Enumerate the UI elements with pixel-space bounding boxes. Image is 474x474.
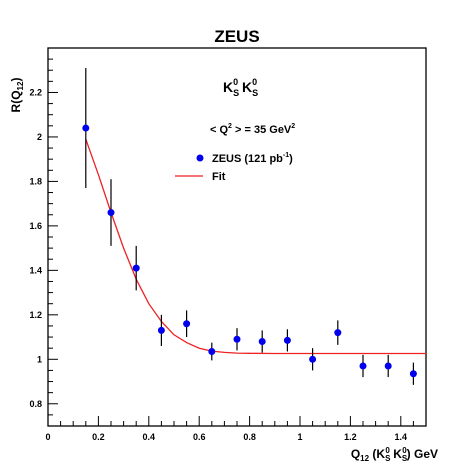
x-label-sub: 12 (360, 454, 369, 463)
plot-frame (47, 47, 427, 427)
y-tick-label: 1.2 (29, 310, 42, 320)
annotation-particles: KS0 KS0 (223, 77, 258, 98)
x-tick-label: 1 (297, 432, 302, 442)
x-label-mid: K (390, 447, 402, 461)
data-point (208, 348, 216, 356)
ann-q2-sup2: 2 (291, 123, 295, 130)
y-tick-label: 1 (37, 354, 42, 364)
annotation-q2: < Q2 > = 35 GeV2 (210, 123, 295, 136)
x-tick-label: 0.6 (193, 432, 206, 442)
ann-q2-pre: < Q (210, 124, 228, 136)
x-tick-label: 0.2 (92, 432, 105, 442)
x-axis-label: Q12 (KS0 KS0) GeV (351, 446, 438, 463)
y-tick-label: 0.8 (29, 399, 42, 409)
legend-label-zeus: ZEUS (121 pb-1) (212, 152, 293, 165)
data-point (132, 264, 140, 272)
x-label-q: Q (351, 447, 360, 461)
legend-marker-zeus (196, 154, 204, 162)
ann-s1: S (233, 88, 239, 98)
data-point (233, 335, 241, 343)
x-tick-label: 1.2 (344, 432, 357, 442)
ann-q2-mid: > = 35 GeV (232, 124, 292, 136)
data-point (107, 209, 115, 217)
plot-area: 0 0.2 0.4 0.6 0.8 1 1.2 1.4 0.8 1 1.2 1.4 1.6 1.8 2 2.2 (29, 47, 427, 442)
legend: ZEUS (121 pb-1) Fit (175, 152, 293, 183)
ann-q2-sup: 2 (228, 123, 232, 130)
ann-z1: 0 (233, 77, 238, 87)
x-label-z2: 0 (402, 446, 407, 455)
data-point (258, 338, 266, 346)
y-tick-label: 2.2 (29, 87, 42, 97)
legend-zeus-close: ) (289, 153, 293, 165)
data-points-layer (82, 68, 417, 385)
fit-curve (85, 138, 426, 355)
ann-k2: K (238, 79, 252, 95)
data-point (334, 329, 342, 337)
x-label-s2: S (402, 454, 408, 463)
legend-zeus-sup: -1 (283, 152, 289, 159)
data-point (359, 362, 367, 370)
ann-k1: K (223, 79, 233, 95)
x-tick-label: 0.4 (143, 432, 156, 442)
y-label-r: R(Q (9, 90, 23, 112)
x-label-s1: S (385, 454, 391, 463)
ann-z2: 0 (252, 77, 257, 87)
y-tick-label: 2 (37, 132, 42, 142)
x-tick-label: 1.4 (395, 432, 408, 442)
ann-s2: S (252, 88, 258, 98)
data-point (409, 370, 417, 378)
y-axis-label: R(Q12) (9, 78, 25, 113)
legend-label-fit: Fit (212, 171, 226, 183)
chart-title: ZEUS (214, 27, 259, 46)
data-point (183, 320, 191, 328)
x-label-open: (K (369, 447, 385, 461)
legend-zeus-name: ZEUS (121 pb (212, 153, 283, 165)
data-point (82, 124, 90, 132)
data-point (283, 336, 291, 344)
x-label-z1: 0 (385, 446, 390, 455)
x-label-close: ) GeV (407, 447, 438, 461)
fit-curve-layer (85, 138, 426, 355)
data-point (309, 355, 317, 363)
axis-ticks: 0 0.2 0.4 0.6 0.8 1 1.2 1.4 0.8 1 1.2 1.4 1.6 1.8 2 2.2 (29, 58, 427, 442)
y-label-close: ) (9, 78, 23, 82)
data-point (384, 362, 392, 370)
y-label-sub: 12 (16, 81, 25, 90)
x-tick-label: 0 (45, 432, 50, 442)
y-tick-label: 1.6 (29, 221, 42, 231)
data-point (157, 326, 165, 334)
x-tick-label: 0.8 (243, 432, 256, 442)
y-tick-label: 1.8 (29, 176, 42, 186)
y-tick-label: 1.4 (29, 265, 42, 275)
